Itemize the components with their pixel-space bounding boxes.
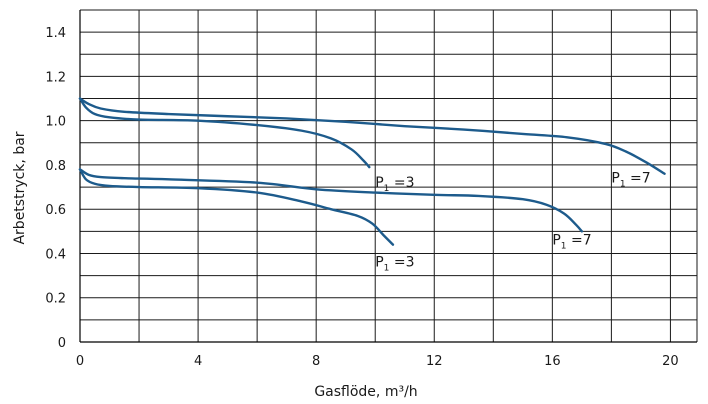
series-line-2 — [78, 97, 371, 169]
y-tick-label: 1.2 — [45, 70, 66, 85]
x-tick-label: 0 — [76, 354, 84, 369]
y-tick-label: 0.2 — [45, 292, 66, 307]
y-tick-label: 1.0 — [45, 115, 66, 130]
x-axis-label: Gasflöde, m³/h — [314, 384, 417, 400]
series-line-4 — [78, 168, 395, 246]
y-tick-label: 0.8 — [45, 159, 66, 174]
x-tick-label: 20 — [662, 354, 679, 369]
series-line-3 — [78, 168, 584, 233]
series-labels: P1 =7 P1 =3 P1 =7 P1 =3 — [375, 171, 650, 274]
x-axis-ticks: 0 4 8 12 16 20 — [76, 354, 679, 369]
y-tick-label: 0.6 — [45, 203, 66, 218]
x-tick-label: 12 — [426, 354, 443, 369]
y-tick-label: 0.4 — [45, 247, 66, 262]
series-line-1 — [78, 97, 666, 175]
x-tick-label: 4 — [194, 354, 202, 369]
y-tick-label: 0 — [58, 336, 66, 351]
series-label-2: P1 =3 — [375, 175, 414, 194]
series-label-1: P1 =7 — [611, 171, 650, 190]
series-label-3: P1 =7 — [552, 233, 591, 252]
series-label-4: P1 =3 — [375, 255, 414, 274]
series — [78, 97, 666, 246]
y-axis-ticks: 0 0.2 0.4 0.6 0.8 1.0 1.2 1.4 — [45, 26, 66, 351]
y-tick-label: 1.4 — [45, 26, 66, 41]
x-tick-label: 16 — [544, 354, 561, 369]
grid — [79, 9, 698, 343]
x-tick-label: 8 — [312, 354, 320, 369]
y-axis-label: Arbetstryck, bar — [12, 131, 28, 244]
